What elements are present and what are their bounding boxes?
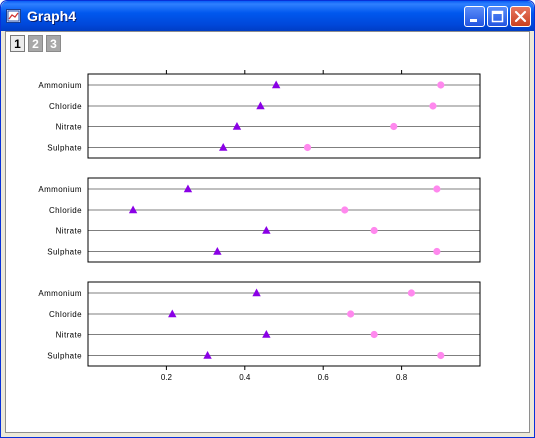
layer-tab-2[interactable]: 2 xyxy=(28,35,43,52)
close-icon xyxy=(514,10,527,23)
circle-marker xyxy=(370,330,378,339)
category-label: Chloride xyxy=(49,206,82,215)
triangle-marker xyxy=(232,122,242,130)
triangle-marker xyxy=(203,351,212,359)
circle-marker xyxy=(437,351,445,360)
minimize-icon xyxy=(470,19,477,22)
dot-plot-chart: Ammonium Chloride Nitrate Sulphate Ammonium C… xyxy=(38,70,481,382)
minimize-button[interactable] xyxy=(464,6,485,27)
panel-1-frame xyxy=(87,73,481,159)
panel-3-frame xyxy=(87,281,481,367)
category-label: Ammonium xyxy=(38,81,82,90)
circle-marker xyxy=(429,102,437,110)
circle-marker xyxy=(437,81,445,89)
triangle-marker xyxy=(219,143,228,151)
category-label: Nitrate xyxy=(56,123,83,132)
triangle-marker xyxy=(256,101,265,110)
category-label: Nitrate xyxy=(56,331,83,340)
triangle-marker xyxy=(262,226,271,234)
x-tick-label: 0.6 xyxy=(318,373,330,382)
triangle-marker xyxy=(262,330,271,338)
triangle-marker xyxy=(168,309,177,318)
layer-tab-1[interactable]: 1 xyxy=(10,35,25,52)
category-label: Chloride xyxy=(49,310,82,319)
circle-marker xyxy=(407,289,415,297)
x-tick-label: 0.2 xyxy=(161,373,173,382)
circle-marker xyxy=(390,122,398,131)
category-label: Sulphate xyxy=(47,248,82,257)
category-label: Ammonium xyxy=(38,185,82,194)
maximize-icon xyxy=(491,10,504,23)
category-label: Sulphate xyxy=(47,144,82,153)
category-label: Sulphate xyxy=(47,352,82,361)
x-tick-label: 0.4 xyxy=(239,373,251,382)
category-label: Chloride xyxy=(49,102,82,111)
triangle-marker xyxy=(252,288,261,297)
circle-marker xyxy=(341,206,349,214)
circle-marker xyxy=(433,247,441,256)
window-title: Graph4 xyxy=(27,8,77,24)
circle-marker xyxy=(433,185,441,193)
close-button[interactable] xyxy=(510,6,531,27)
circle-marker xyxy=(347,310,355,318)
category-label: Ammonium xyxy=(38,289,82,298)
maximize-button[interactable] xyxy=(487,6,508,27)
x-tick-label: 0.8 xyxy=(396,373,408,382)
triangle-marker xyxy=(271,80,281,89)
category-label: Nitrate xyxy=(56,227,83,236)
triangle-marker xyxy=(183,184,193,193)
triangle-marker xyxy=(128,205,138,214)
title-bar[interactable]: Graph4 xyxy=(1,1,534,31)
circle-marker xyxy=(370,226,378,235)
panel-2-frame xyxy=(87,177,481,263)
circle-marker xyxy=(303,143,312,152)
triangle-marker xyxy=(213,247,222,255)
graph-page[interactable]: 1 2 3 Ammonium Chloride Nitrate Sulphate Amm… xyxy=(5,31,530,433)
graph-window-icon[interactable] xyxy=(6,9,21,23)
layer-tab-3[interactable]: 3 xyxy=(46,35,61,52)
